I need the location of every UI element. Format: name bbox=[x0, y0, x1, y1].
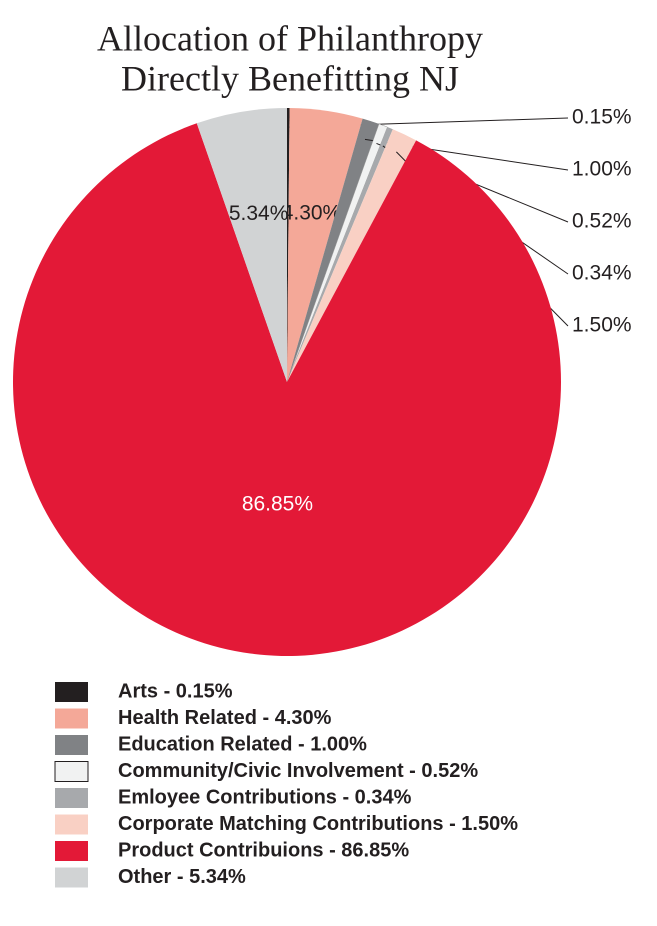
pie-slice bbox=[287, 108, 290, 382]
pie-slice bbox=[286, 123, 388, 383]
legend-label: Community/Civic Involvement - 0.52% bbox=[118, 760, 478, 782]
data-label: 86.85% bbox=[242, 492, 313, 515]
chart-title: Directly Benefitting NJ bbox=[121, 58, 459, 98]
legend-label: Product Contribuions - 86.85% bbox=[118, 839, 409, 861]
legend-label: Health Related - 4.30% bbox=[118, 707, 332, 729]
data-label: 1.50% bbox=[572, 314, 632, 337]
pie-slice bbox=[196, 108, 287, 382]
pie-slice bbox=[287, 127, 393, 382]
legend-swatch bbox=[55, 867, 88, 888]
data-label: 4.30% bbox=[282, 201, 342, 224]
legend-swatch bbox=[55, 841, 88, 861]
chart-title: Allocation of Philanthropy bbox=[97, 18, 483, 58]
pie-slice bbox=[287, 129, 417, 382]
legend-label: Emloyee Contributions - 0.34% bbox=[118, 786, 412, 808]
pie-slice bbox=[287, 118, 380, 382]
pie-slice bbox=[287, 108, 363, 382]
data-label: 0.52% bbox=[572, 210, 632, 233]
legend-swatch bbox=[55, 814, 88, 835]
legend-label: Other - 5.34% bbox=[118, 866, 246, 888]
legend-label: Education Related - 1.00% bbox=[118, 733, 367, 755]
legend-swatch bbox=[54, 761, 89, 782]
legend-swatch bbox=[55, 788, 88, 808]
data-label: 0.34% bbox=[572, 262, 632, 285]
data-label: 0.15% bbox=[572, 106, 632, 129]
legend-label: Corporate Matching Contributions - 1.50% bbox=[118, 813, 518, 835]
legend-label: Arts - 0.15% bbox=[118, 680, 233, 702]
legend-swatch bbox=[55, 708, 88, 729]
legend-swatch bbox=[55, 682, 88, 702]
legend-swatch bbox=[55, 735, 88, 755]
data-label: 1.00% bbox=[572, 158, 632, 181]
data-label: 5.34% bbox=[229, 202, 289, 225]
pie-slice bbox=[13, 123, 562, 657]
